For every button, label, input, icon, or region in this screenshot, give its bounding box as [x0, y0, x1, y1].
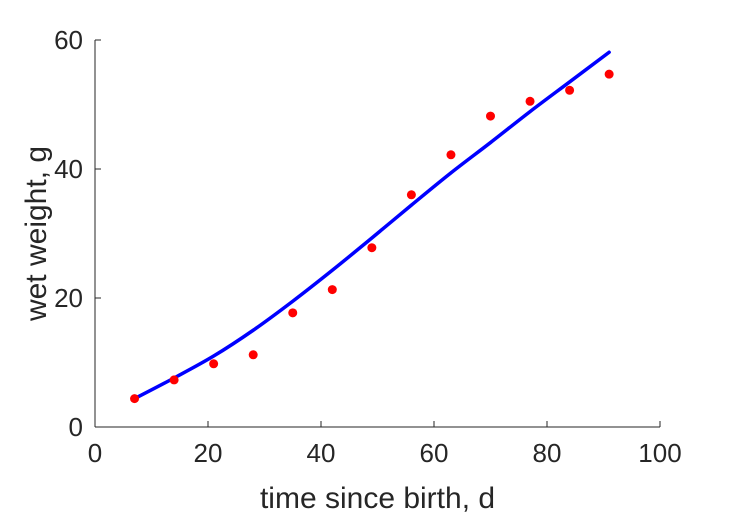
axes: 0 20 40 60 80 100 0 20 40 60	[54, 25, 682, 468]
fit-curve	[132, 50, 611, 401]
x-tick-label: 40	[307, 438, 336, 468]
data-point	[248, 350, 258, 360]
data-point	[130, 394, 140, 404]
y-tick-label: 40	[54, 154, 83, 184]
data-point	[367, 243, 377, 253]
data-point	[288, 308, 298, 318]
x-tick-label: 80	[533, 438, 562, 468]
data-point	[169, 375, 179, 385]
x-tick-label: 100	[638, 438, 681, 468]
x-tick-label: 60	[420, 438, 449, 468]
x-tick-label: 20	[194, 438, 223, 468]
data-point	[209, 359, 219, 369]
data-point	[525, 96, 535, 106]
y-axis-label: wet weight, g	[20, 146, 53, 322]
data-point	[406, 190, 416, 200]
data-point	[604, 69, 614, 79]
data-point	[565, 85, 575, 95]
data-point	[327, 285, 337, 295]
data-point	[446, 150, 456, 160]
data-point	[486, 111, 495, 121]
x-tick-label: 0	[88, 438, 102, 468]
plot-series	[130, 50, 614, 404]
x-axis-label: time since birth, d	[260, 482, 495, 515]
y-tick-label: 0	[69, 412, 83, 442]
y-tick-label: 60	[54, 25, 83, 55]
y-tick-label: 20	[54, 283, 83, 313]
